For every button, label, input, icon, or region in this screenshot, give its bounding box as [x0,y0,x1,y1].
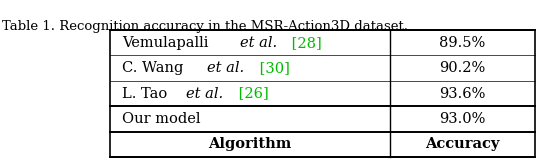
Text: C. Wang: C. Wang [122,61,188,75]
Text: 89.5%: 89.5% [439,36,486,50]
Text: Vemulapalli: Vemulapalli [122,36,213,50]
Text: Table 1. Recognition accuracy in the MSR-Action3D dataset.: Table 1. Recognition accuracy in the MSR… [2,20,408,33]
Text: [26]: [26] [234,87,269,100]
Bar [110,30,535,157]
Text: 93.0%: 93.0% [439,112,486,126]
Text: 90.2%: 90.2% [439,61,486,75]
Text: [28]: [28] [288,36,322,50]
Text: Our model: Our model [122,112,201,126]
Text: Accuracy: Accuracy [425,137,500,151]
Text: [30]: [30] [255,61,290,75]
Text: Algorithm: Algorithm [208,137,292,151]
Text: 93.6%: 93.6% [439,87,486,100]
Text: L. Tao: L. Tao [122,87,172,100]
Text: et al.: et al. [207,61,244,75]
Text: et al.: et al. [240,36,277,50]
Text: et al.: et al. [186,87,223,100]
